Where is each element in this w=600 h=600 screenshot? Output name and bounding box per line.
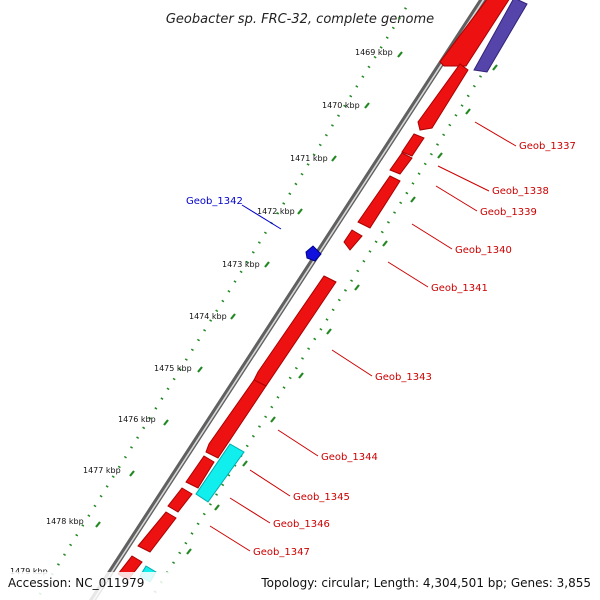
kbp-tick <box>264 261 270 268</box>
outer-major-tick <box>214 504 220 511</box>
kbp-tick <box>331 155 337 162</box>
kbp-scale: 1469 kbp 1470 kbp 1471 kbp 1472 kbp 1473… <box>10 48 403 576</box>
kbp-tick <box>297 208 303 215</box>
outer-major-tick <box>492 64 498 71</box>
topology-text: Topology: circular; Length: 4,304,501 bp… <box>260 576 591 590</box>
leader-geob-1338 <box>437 165 490 192</box>
map-title: Geobacter sp. FRC-32, complete genome <box>166 12 434 27</box>
gene-label-geob-1339[interactable]: Geob_1339 <box>480 207 537 218</box>
leader-geob-1343 <box>331 349 373 377</box>
leader-geob-1346 <box>229 497 271 524</box>
gene-geob-1337-a[interactable] <box>439 0 510 67</box>
outer-major-tick <box>326 328 332 335</box>
gene-geob-1340[interactable] <box>357 175 401 229</box>
kbp-tick <box>230 313 236 320</box>
gene-label-geob-1346[interactable]: Geob_1346 <box>273 519 330 530</box>
outer-major-tick <box>270 416 276 423</box>
outer-major-tick <box>354 284 360 291</box>
kbp-tick <box>397 51 403 58</box>
genome-backbone <box>89 0 486 600</box>
kbp-label: 1474 kbp <box>189 312 227 321</box>
inner-dotted-ruler <box>34 0 413 600</box>
kbp-tick <box>95 521 101 528</box>
kbp-label: 1472 kbp <box>257 207 295 216</box>
leader-geob-1345 <box>249 469 291 497</box>
outer-major-tick <box>465 108 471 115</box>
kbp-tick <box>129 470 135 477</box>
gene-label-geob-1342[interactable]: Geob_1342 <box>186 196 243 207</box>
outer-ruler-major-ticks <box>186 64 498 555</box>
gene-label-geob-1345[interactable]: Geob_1345 <box>293 492 350 503</box>
gene-geob-1337-b[interactable] <box>417 63 469 131</box>
kbp-label: 1478 kbp <box>46 517 84 526</box>
kbp-label: 1469 kbp <box>355 48 393 57</box>
outer-major-tick <box>382 240 388 247</box>
gene-label-geob-1338[interactable]: Geob_1338 <box>492 186 549 197</box>
leader-geob-1337 <box>474 121 517 147</box>
leader-geob-1341 <box>387 261 429 288</box>
gene-geob-1342[interactable] <box>305 245 322 262</box>
kbp-label: 1470 kbp <box>322 101 360 110</box>
gene-label-geob-1340[interactable]: Geob_1340 <box>455 245 512 256</box>
gene-geob-1338[interactable] <box>401 133 425 157</box>
gene-geob-1339[interactable] <box>389 152 413 175</box>
leader-geob-1342 <box>241 204 282 230</box>
kbp-label: 1479 kbp <box>10 567 48 576</box>
gene-geob-1346[interactable] <box>167 487 193 513</box>
kbp-label: 1471 kbp <box>290 154 328 163</box>
gene-label-leaders <box>209 121 517 552</box>
gene-geob-1347[interactable] <box>137 511 177 553</box>
kbp-label: 1473 kbp <box>222 260 260 269</box>
gene-label-geob-1347[interactable]: Geob_1347 <box>253 547 310 558</box>
accession-text: Accession: NC_011979 <box>8 576 144 590</box>
outer-dotted-ruler <box>148 0 531 600</box>
leader-geob-1347 <box>209 525 251 552</box>
kbp-label: 1477 kbp <box>83 466 121 475</box>
leader-geob-1339 <box>435 185 478 212</box>
gene-label-geob-1344[interactable]: Geob_1344 <box>321 452 378 463</box>
kbp-tick <box>197 366 203 373</box>
gene-geob-1344[interactable] <box>205 379 267 459</box>
outer-major-tick <box>410 196 416 203</box>
kbp-tick <box>163 419 169 426</box>
backbone-highlight <box>92 0 485 600</box>
outer-tick-ruler <box>148 0 531 600</box>
gene-geob-1341[interactable] <box>343 229 363 251</box>
gene-label-geob-1341[interactable]: Geob_1341 <box>431 283 488 294</box>
leader-geob-1344 <box>277 429 319 457</box>
kbp-label: 1476 kbp <box>118 415 156 424</box>
kbp-label: 1475 kbp <box>154 364 192 373</box>
outer-major-tick <box>186 548 192 555</box>
leader-geob-1340 <box>411 223 453 250</box>
outer-major-tick <box>298 372 304 379</box>
backbone-line <box>89 0 486 600</box>
gene-label-geob-1337[interactable]: Geob_1337 <box>519 141 576 152</box>
forward-strand-genes <box>343 0 528 251</box>
kbp-tick <box>364 102 370 109</box>
outer-major-tick <box>437 152 443 159</box>
outer-major-tick <box>242 460 248 467</box>
gene-cyan-block[interactable] <box>195 443 245 503</box>
gene-purple-block[interactable] <box>473 0 528 73</box>
gene-labels: Geob_1337 Geob_1338 Geob_1339 Geob_1340 … <box>186 141 576 558</box>
reverse-strand-genes <box>117 245 337 583</box>
gene-label-geob-1343[interactable]: Geob_1343 <box>375 372 432 383</box>
gene-geob-1345[interactable] <box>185 455 215 489</box>
footer-backdrop <box>0 572 600 600</box>
inner-tick-ruler <box>34 0 413 600</box>
